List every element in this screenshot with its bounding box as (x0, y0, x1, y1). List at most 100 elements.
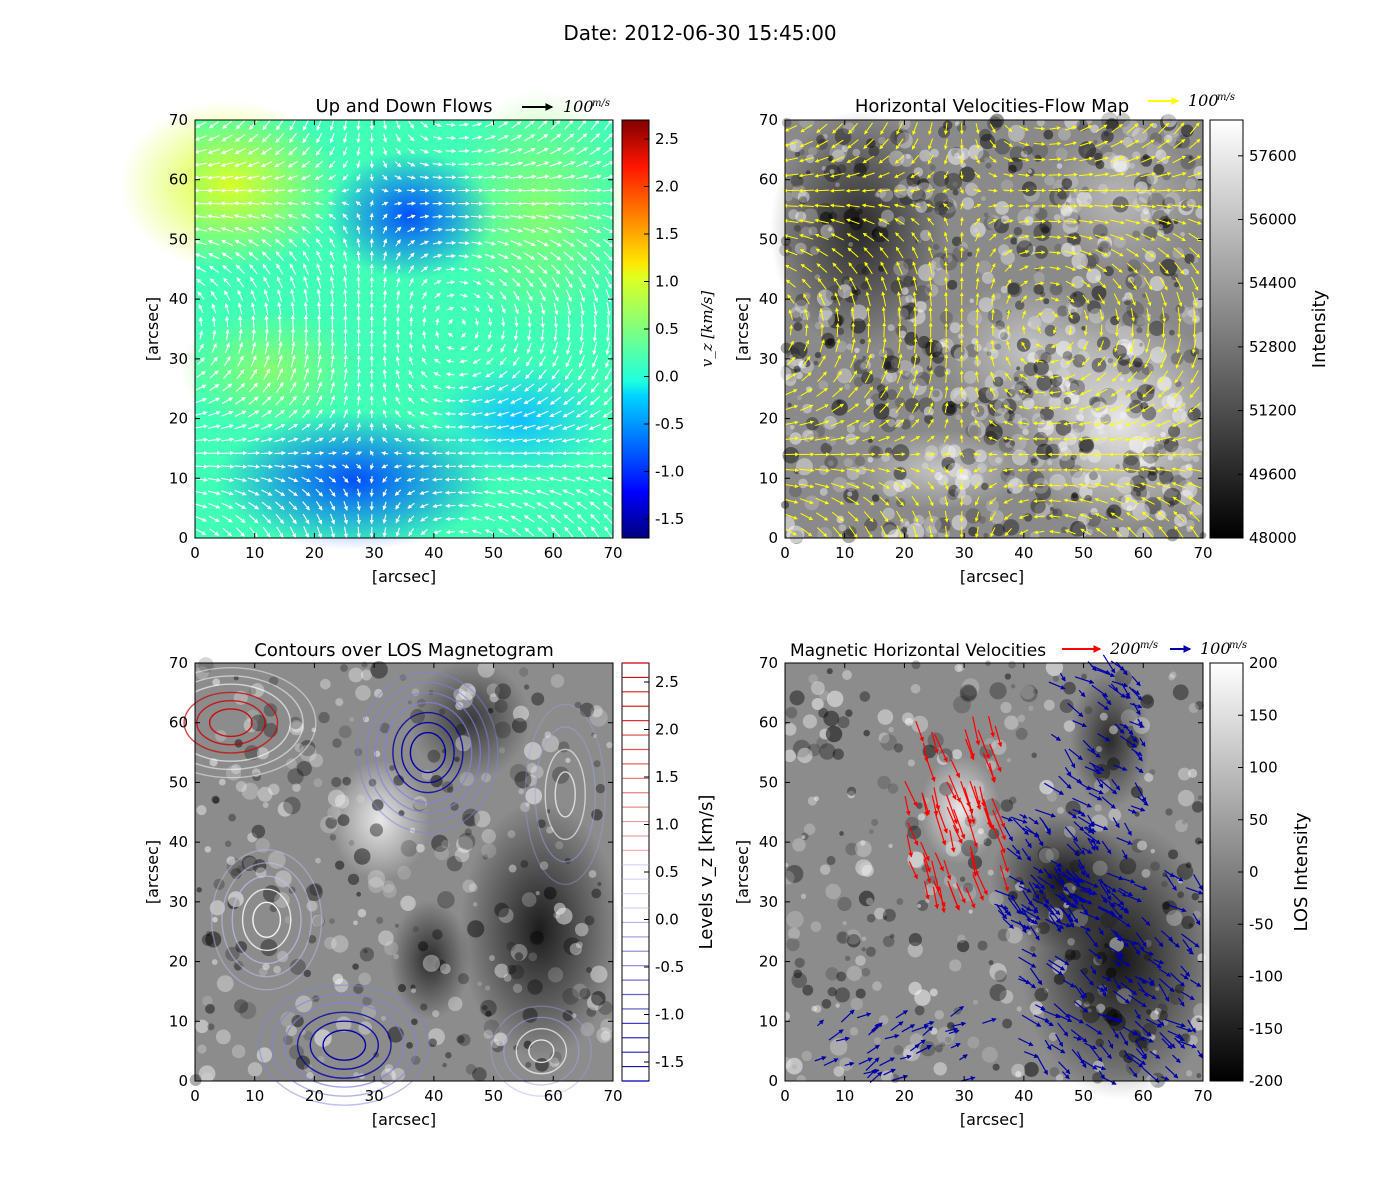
texture-speck (335, 698, 344, 707)
velocity-arrow (289, 250, 297, 262)
velocity-arrow (421, 278, 428, 286)
texture-speck (376, 916, 384, 924)
velocity-arrow (237, 355, 244, 367)
velocity-arrow (273, 201, 286, 206)
velocity-arrow (223, 277, 232, 288)
velocity-arrow (224, 290, 231, 301)
texture-speck (1160, 431, 1167, 438)
texture-speck (825, 725, 843, 743)
texture-speck (864, 518, 878, 532)
colorbar-label: Levels v_z [km/s] (696, 795, 717, 950)
velocity-arrow (220, 148, 234, 155)
texture-speck (464, 828, 472, 836)
texture-speck (788, 927, 800, 940)
velocity-arrow (459, 293, 468, 298)
texture-speck (432, 929, 443, 940)
velocity-arrow (314, 437, 324, 443)
velocity-arrow (407, 252, 415, 260)
velocity-arrow (395, 382, 401, 392)
texture-speck (1197, 441, 1208, 451)
texture-speck (835, 1003, 840, 1008)
velocity-arrow (327, 201, 337, 206)
velocity-arrow (277, 354, 283, 368)
velocity-arrow (197, 357, 205, 366)
velocity-arrow (369, 174, 374, 182)
texture-speck (992, 1063, 1000, 1071)
texture-speck (1146, 1009, 1152, 1015)
velocity-arrow (406, 477, 416, 482)
velocity-arrow (356, 501, 361, 511)
velocity-arrow (419, 214, 430, 219)
texture-speck (988, 891, 1004, 907)
texture-speck (1156, 376, 1172, 392)
x-tick-label: 50 (484, 544, 503, 562)
y-tick-label: 50 (169, 773, 188, 791)
velocity-arrow (459, 267, 469, 272)
velocity-arrow (393, 464, 402, 469)
velocity-arrow (457, 490, 470, 495)
velocity-arrow (302, 501, 310, 511)
velocity-arrow (287, 437, 299, 443)
velocity-arrow (432, 503, 442, 509)
texture-speck (1115, 464, 1120, 469)
velocity-arrow (1171, 452, 1187, 457)
velocity-arrow (395, 527, 401, 537)
texture-speck (814, 274, 821, 280)
velocity-arrow (433, 135, 443, 141)
velocity-arrow (421, 357, 427, 365)
texture-speck (420, 1003, 428, 1011)
velocity-arrow (431, 477, 443, 482)
texture-speck (334, 860, 345, 870)
colorbar-tick-label: 56000 (1249, 211, 1297, 229)
x-tick-label: 40 (1014, 1087, 1033, 1105)
velocity-arrow (382, 342, 388, 354)
texture-speck (981, 1046, 998, 1063)
colorbar-tick-label: 51200 (1249, 402, 1297, 420)
velocity-arrow (195, 503, 208, 509)
texture-speck (1190, 503, 1204, 516)
texture-speck (416, 843, 425, 853)
velocity-arrow (483, 411, 496, 417)
velocity-arrow (329, 225, 336, 234)
velocity-arrow (446, 359, 455, 364)
velocity-arrow (220, 437, 235, 442)
texture-speck (1186, 198, 1196, 209)
velocity-arrow (369, 200, 374, 207)
colorbar-tick-label: -1.0 (655, 1006, 684, 1024)
velocity-arrow (432, 516, 442, 522)
velocity-arrow (301, 450, 312, 456)
texture-speck (520, 860, 529, 868)
velocity-arrow (457, 503, 469, 508)
texture-speck (1045, 848, 1060, 862)
velocity-arrow (407, 410, 415, 417)
texture-speck (819, 487, 828, 496)
velocity-arrow (343, 488, 348, 498)
velocity-arrow (260, 214, 273, 219)
texture-speck (248, 687, 257, 695)
texture-speck (868, 444, 881, 458)
velocity-arrow (343, 288, 348, 302)
velocity-arrow (276, 119, 284, 131)
texture-speck (289, 716, 302, 730)
texture-speck (1067, 937, 1075, 946)
texture-speck (1104, 943, 1109, 948)
texture-speck (819, 864, 831, 875)
velocity-arrow (262, 263, 271, 275)
texture-speck (234, 999, 249, 1014)
texture-speck (1013, 227, 1023, 236)
velocity-arrow (382, 120, 388, 131)
velocity-arrow (343, 408, 348, 419)
colorbar-tick-label: 0.5 (655, 863, 679, 881)
velocity-arrow (235, 514, 246, 523)
texture-speck (1196, 1073, 1202, 1079)
texture-speck (565, 757, 571, 763)
texture-speck (826, 855, 836, 865)
texture-speck (1166, 392, 1183, 409)
velocity-arrow (432, 398, 442, 403)
texture-speck (1061, 178, 1073, 189)
velocity-arrow (369, 187, 374, 194)
velocity-arrow (485, 279, 495, 286)
velocity-arrow (328, 437, 337, 443)
texture-speck (411, 1018, 418, 1026)
texture-speck (591, 888, 602, 899)
